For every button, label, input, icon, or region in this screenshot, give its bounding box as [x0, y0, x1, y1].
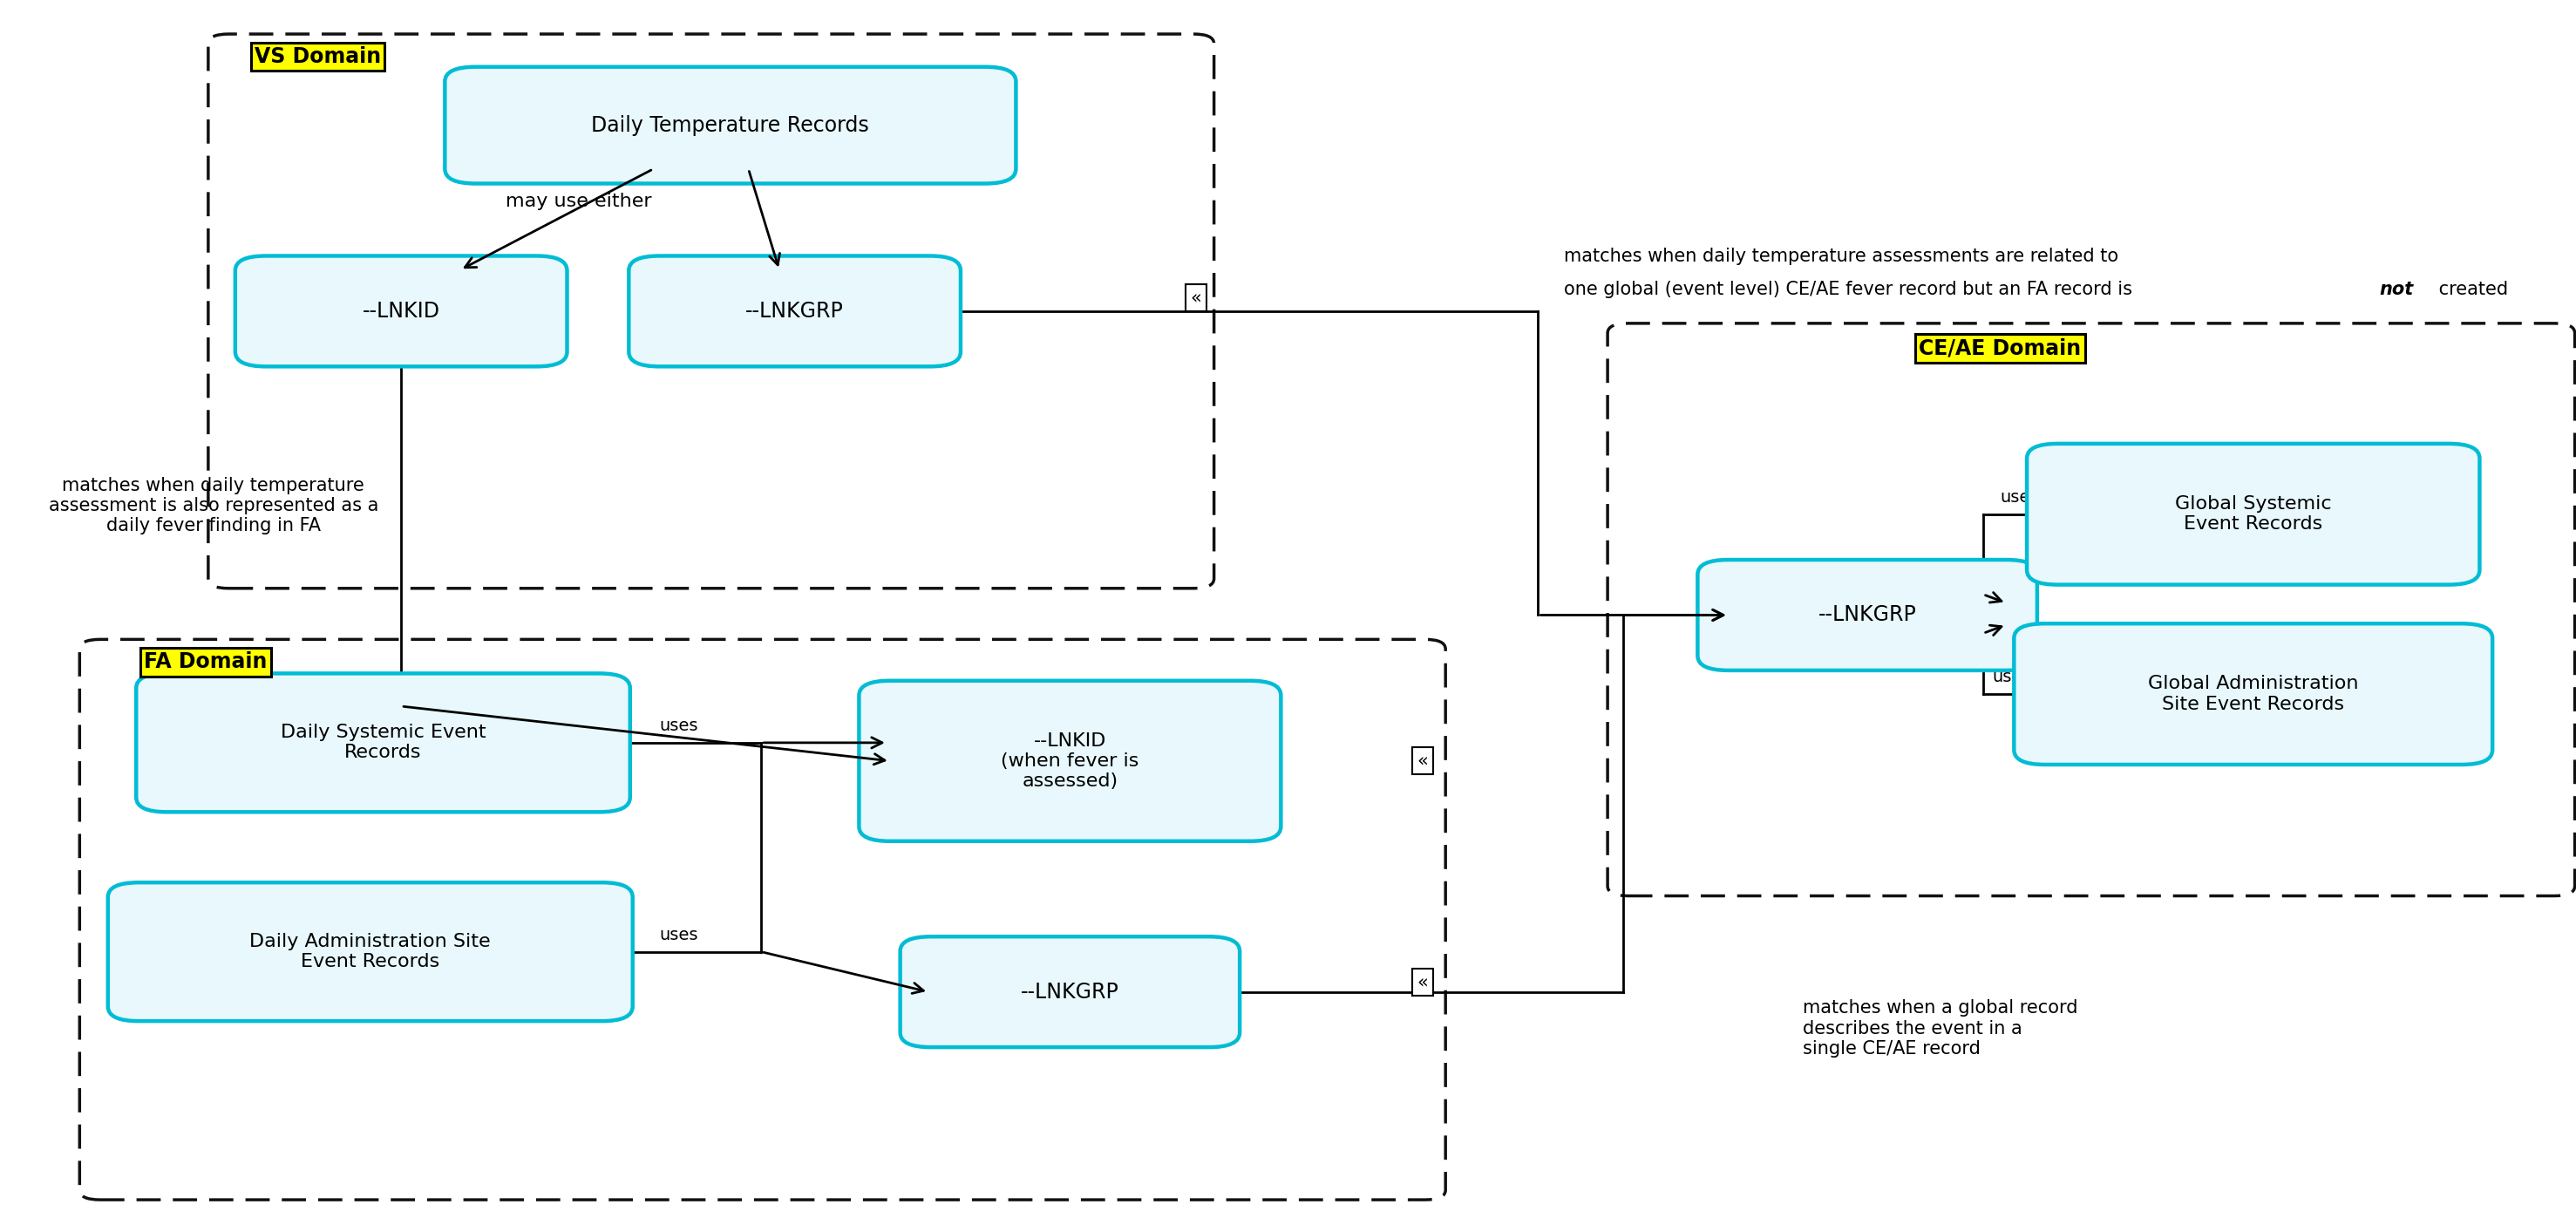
Text: not: not [2380, 280, 2414, 298]
FancyBboxPatch shape [899, 937, 1239, 1047]
Text: Global Systemic
Event Records: Global Systemic Event Records [2174, 496, 2331, 533]
Text: may use either: may use either [505, 194, 652, 211]
Text: matches when daily temperature assessments are related to: matches when daily temperature assessmen… [1564, 247, 2117, 266]
Text: matches when daily temperature
assessment is also represented as a
daily fever f: matches when daily temperature assessmen… [49, 476, 379, 535]
FancyBboxPatch shape [629, 256, 961, 367]
Text: --LNKGRP: --LNKGRP [1819, 604, 1917, 626]
FancyBboxPatch shape [2027, 443, 2481, 585]
FancyBboxPatch shape [446, 67, 1015, 184]
Text: Global Administration
Site Event Records: Global Administration Site Event Records [2148, 675, 2360, 713]
Text: FA Domain: FA Domain [144, 652, 268, 672]
Text: uses: uses [659, 717, 698, 734]
Text: --LNKID
(when fever is
assessed): --LNKID (when fever is assessed) [1002, 732, 1139, 790]
Text: «: « [1417, 753, 1427, 770]
Text: Daily Systemic Event
Records: Daily Systemic Event Records [281, 723, 487, 761]
Text: --LNKGRP: --LNKGRP [1020, 982, 1118, 1002]
Text: uses: uses [659, 927, 698, 943]
Text: --LNKID: --LNKID [363, 301, 440, 322]
Text: --LNKGRP: --LNKGRP [744, 301, 845, 322]
FancyBboxPatch shape [1698, 560, 2038, 670]
Text: «: « [1417, 973, 1427, 991]
Text: matches when a global record
describes the event in a
single CE/AE record: matches when a global record describes t… [1803, 1000, 2079, 1057]
Text: CE/AE Domain: CE/AE Domain [1919, 337, 2081, 359]
FancyBboxPatch shape [108, 883, 634, 1021]
FancyBboxPatch shape [234, 256, 567, 367]
Text: Daily Temperature Records: Daily Temperature Records [592, 114, 868, 135]
Text: VS Domain: VS Domain [255, 46, 381, 67]
Text: created: created [2434, 280, 2509, 298]
FancyBboxPatch shape [2014, 624, 2494, 765]
Text: uses: uses [1991, 669, 2030, 686]
Text: «: « [1190, 289, 1200, 307]
Text: uses: uses [1999, 490, 2038, 505]
FancyBboxPatch shape [858, 681, 1280, 842]
FancyBboxPatch shape [137, 674, 631, 812]
Text: Daily Administration Site
Event Records: Daily Administration Site Event Records [250, 933, 492, 971]
Text: one global (event level) CE/AE fever record but an FA record is: one global (event level) CE/AE fever rec… [1564, 280, 2138, 298]
